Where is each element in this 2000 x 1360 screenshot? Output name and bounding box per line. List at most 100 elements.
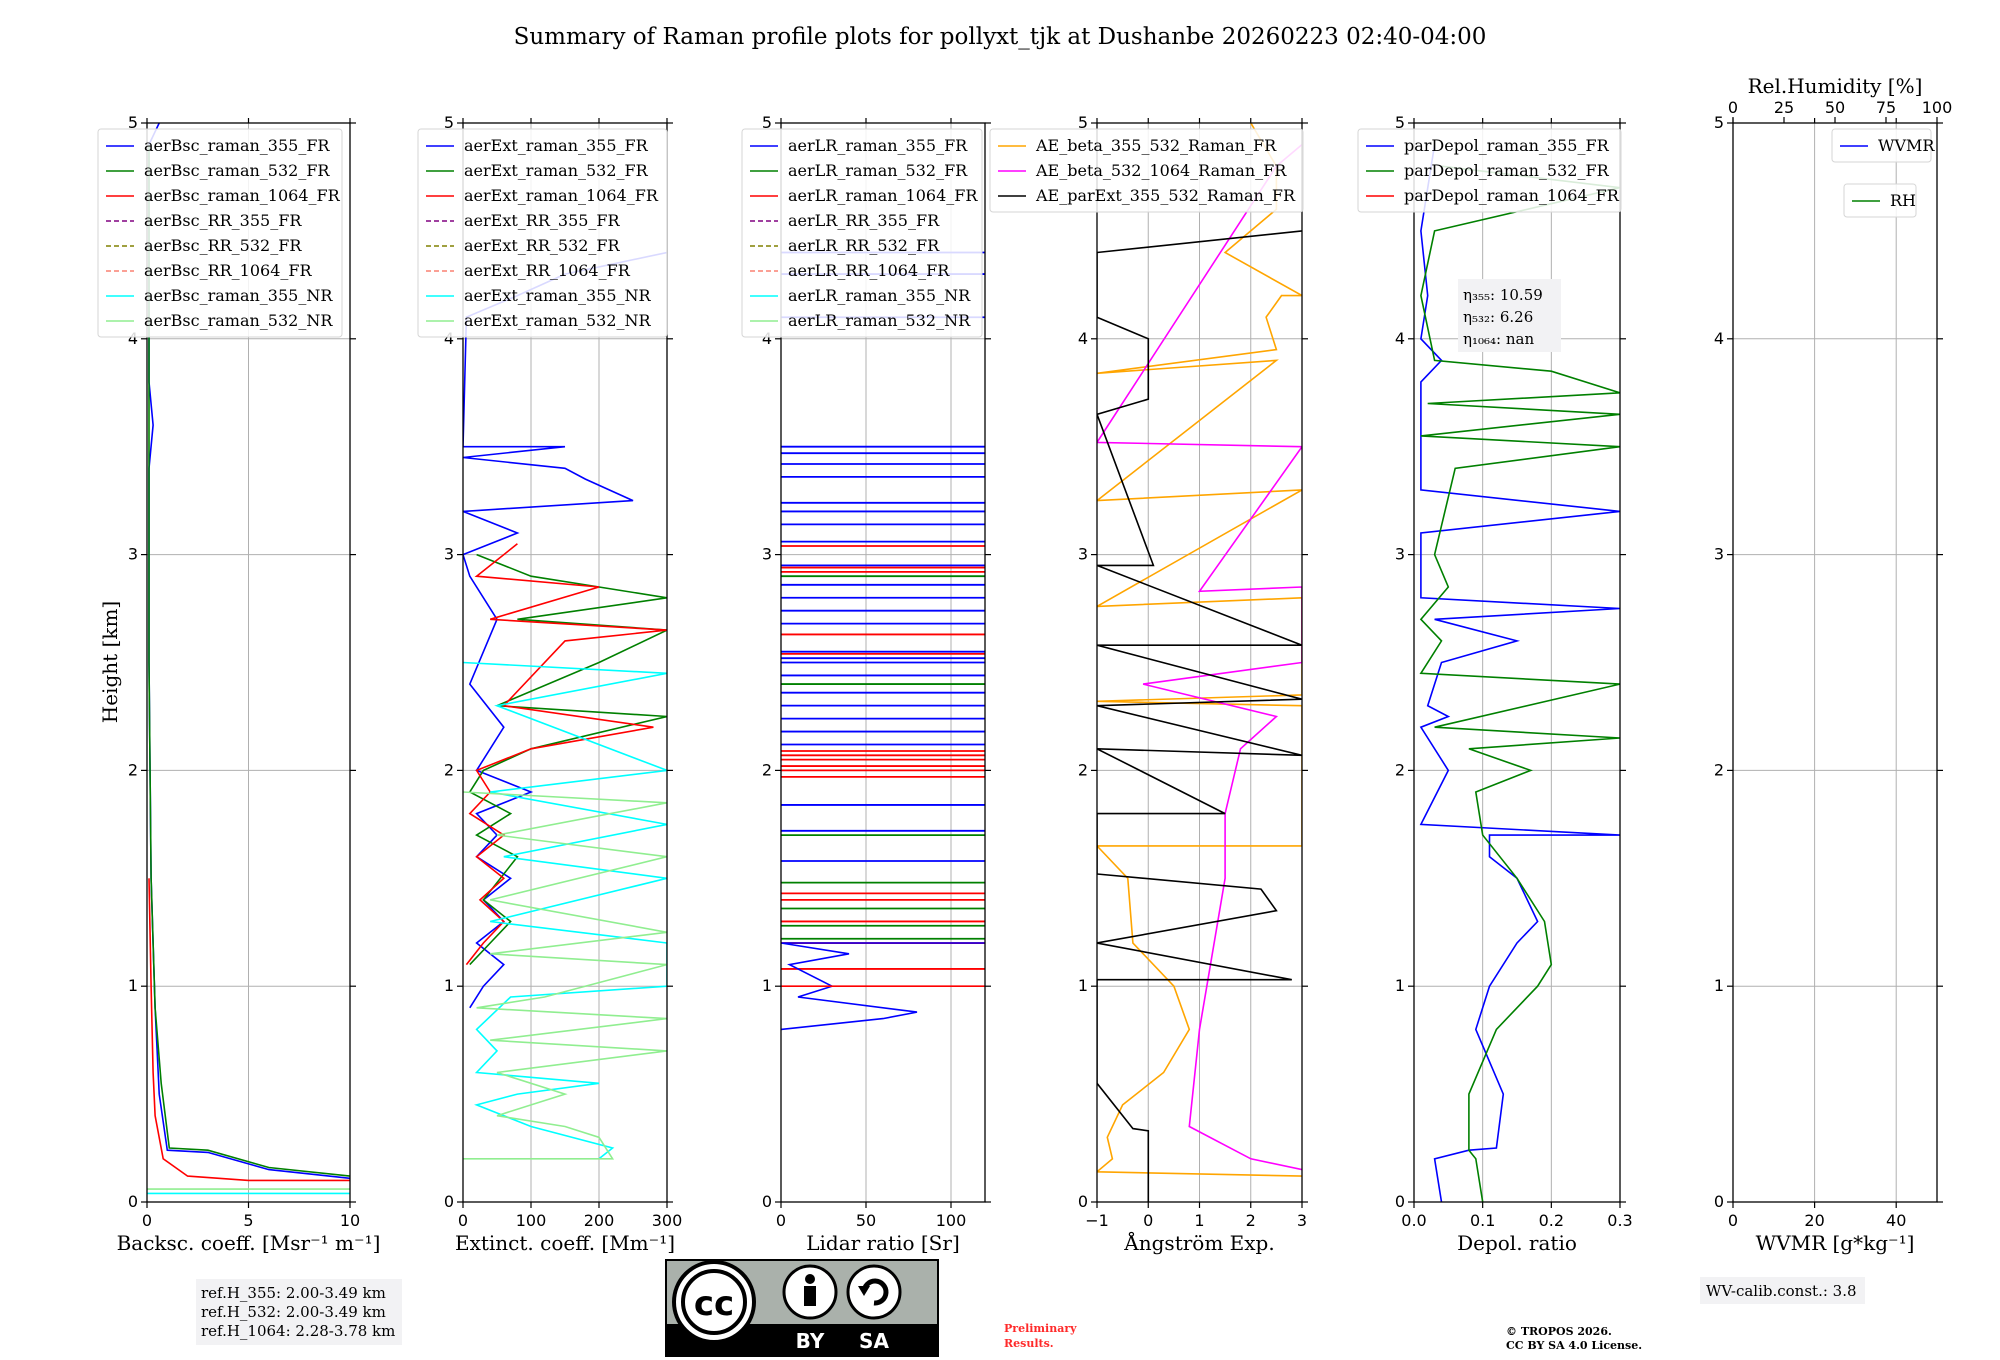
y-tick-label: 0: [1714, 1192, 1724, 1211]
x-tick-label: 0.0: [1401, 1211, 1426, 1230]
y-tick-label: 5: [1078, 113, 1088, 132]
x-axis-label: Extinct. coeff. [Mm⁻¹]: [455, 1231, 675, 1255]
x-tick-label: 200: [584, 1211, 615, 1230]
x-axis-label: Lidar ratio [Sr]: [806, 1231, 960, 1255]
ref-height-1064: ref.H_1064: 2.28-3.78 km: [201, 1322, 395, 1340]
legend-wvmr: WVMR: [1831, 128, 1935, 163]
depol-coefficient: η₃₅₅: 10.59: [1463, 286, 1543, 304]
legend-backscatter: aerBsc_raman_355_FR aerBsc_raman_532_FRae…: [97, 128, 343, 338]
x-tick-label: −1: [1085, 1211, 1109, 1230]
y-tick-label: 3: [1078, 545, 1088, 564]
x-tick-label: 20: [1804, 1211, 1824, 1230]
x-tick-label: 100: [516, 1211, 547, 1230]
copyright-line: © TROPOS 2026.: [1506, 1325, 1612, 1338]
y-tick-label: 1: [128, 976, 138, 995]
x-tick-label: 3: [1297, 1211, 1307, 1230]
legend-label: AE_parExt_355_532_Raman_FR: [1035, 186, 1296, 205]
x-tick-label: 0.1: [1470, 1211, 1495, 1230]
series-group: [147, 123, 350, 1195]
x-tick-label: 0: [1728, 1211, 1738, 1230]
legend-label: aerExt_raman_355_NR: [464, 286, 652, 305]
legend-lidar_ratio: aerLR_raman_355_FR aerLR_raman_532_FR aerL…: [741, 128, 983, 338]
legend-label: AE_beta_532_1064_Raman_FR: [1035, 161, 1287, 180]
share-alike-icon: [846, 1264, 902, 1320]
y-tick-label: 3: [444, 545, 454, 564]
top-tick-label: 100: [1922, 98, 1953, 117]
legend-label: aerExt_RR_532_FR: [464, 236, 621, 255]
top-axis-label: Rel.Humidity [%]: [1748, 74, 1923, 98]
y-tick-label: 2: [1714, 760, 1724, 779]
y-tick-label: 2: [762, 760, 772, 779]
x-tick-label: 0: [776, 1211, 786, 1230]
x-tick-label: 0.3: [1607, 1211, 1632, 1230]
y-tick-label: 5: [762, 113, 772, 132]
y-tick-label: 4: [1395, 329, 1405, 348]
series-group: [781, 251, 985, 1031]
legend-label: aerExt_raman_532_NR: [464, 311, 652, 330]
x-tick-label: 10: [340, 1211, 360, 1230]
x-axis-label: Backsc. coeff. [Msr⁻¹ m⁻¹]: [117, 1231, 381, 1255]
by-label: BY: [796, 1329, 825, 1353]
legend-label: aerLR_raman_532_FR: [788, 161, 968, 180]
legend-rh: RH: [1843, 183, 1917, 218]
legend-label: aerBsc_raman_355_NR: [144, 286, 333, 305]
x-tick-label: 100: [936, 1211, 967, 1230]
legend-label: aerBsc_RR_1064_FR: [144, 261, 313, 280]
x-axis-label: Depol. ratio: [1457, 1231, 1577, 1255]
series-aerExt_raman_532_FR: [468, 553, 667, 966]
legend-label: aerLR_raman_355_FR: [788, 136, 968, 155]
wv-calibration-box: WV-calib.const.: 3.8: [1700, 1277, 1865, 1304]
y-tick-label: 0: [762, 1192, 772, 1211]
ref-height-355: ref.H_355: 2.00-3.49 km: [201, 1284, 386, 1302]
y-axis-label: Height [km]: [98, 601, 122, 723]
y-tick-label: 1: [1078, 976, 1088, 995]
x-axis-label: Ångström Exp.: [1123, 1230, 1274, 1255]
y-tick-label: 5: [128, 113, 138, 132]
legend-label: aerBsc_RR_355_FR: [144, 211, 302, 230]
legend-label: aerLR_raman_1064_FR: [788, 186, 978, 205]
axes-frame: [780, 122, 986, 1203]
legend-label: aerBsc_RR_532_FR: [144, 236, 302, 255]
reference-heights-box: ref.H_355: 2.00-3.49 km ref.H_532: 2.00-…: [196, 1279, 402, 1345]
y-tick-label: 1: [762, 976, 772, 995]
series-aerBsc_raman_1064_FR: [148, 878, 350, 1182]
panel-water_vapor: 0 20 40 0 1 2 3 4 5 WVMR [g*kg⁻¹] 0 25 50 75 100Rel.Hu…: [1714, 74, 1952, 1255]
series-AE_beta_355_532_Raman_FR: [1097, 123, 1302, 1177]
x-axis-label: WVMR [g*kg⁻¹]: [1756, 1231, 1915, 1255]
legend-extinction: aerExt_raman_355_FR aerExt_raman_532_FRae…: [417, 128, 668, 338]
depol-coefficient: η₅₃₂: 6.26: [1463, 308, 1533, 326]
y-tick-label: 4: [444, 329, 454, 348]
series-group: [1419, 144, 1620, 1202]
axes-frame: [1413, 122, 1621, 1203]
legend-label: AE_beta_355_532_Raman_FR: [1035, 136, 1277, 155]
series-aerExt_raman_355_NR: [463, 661, 667, 1160]
cc-license-badge: cc BY SA: [665, 1259, 939, 1357]
y-tick-label: 4: [1714, 329, 1724, 348]
sa-label: SA: [859, 1329, 889, 1353]
top-tick-label: 0: [1728, 98, 1738, 117]
panel-depolarization: 0.0 0.1 0.2 0.3 0 1 2 3 4 5 Depol. ratio parDepol_r…: [1357, 113, 1633, 1255]
y-tick-label: 2: [1395, 760, 1405, 779]
legend-label: parDepol_raman_1064_FR: [1404, 186, 1620, 205]
legend-label: RH: [1890, 191, 1916, 210]
y-tick-label: 1: [444, 976, 454, 995]
y-tick-label: 5: [1714, 113, 1724, 132]
legend-label: aerExt_RR_1064_FR: [464, 261, 631, 280]
x-tick-label: 1: [1194, 1211, 1204, 1230]
series-AE_beta_532_1064_Raman_FR: [1097, 143, 1302, 1171]
legend-label: aerBsc_raman_355_FR: [144, 136, 330, 155]
y-tick-label: 3: [1714, 545, 1724, 564]
x-tick-label: 0: [458, 1211, 468, 1230]
series-aerExt_raman_532_NR: [463, 791, 667, 1160]
series-parDepol_raman_355_FR: [1419, 144, 1620, 1202]
series-group: [463, 251, 667, 1160]
x-tick-label: 5: [243, 1211, 253, 1230]
figure-title: Summary of Raman profile plots for polly…: [514, 24, 1487, 50]
y-tick-label: 2: [444, 760, 454, 779]
legend-label: aerLR_RR_355_FR: [788, 211, 940, 230]
y-tick-label: 1: [1395, 976, 1405, 995]
x-tick-label: 0: [142, 1211, 152, 1230]
depol-coefficients-box: η₃₅₅: 10.59 η₅₃₂: 6.26 η₁₀₆₄: nan: [1458, 279, 1561, 352]
